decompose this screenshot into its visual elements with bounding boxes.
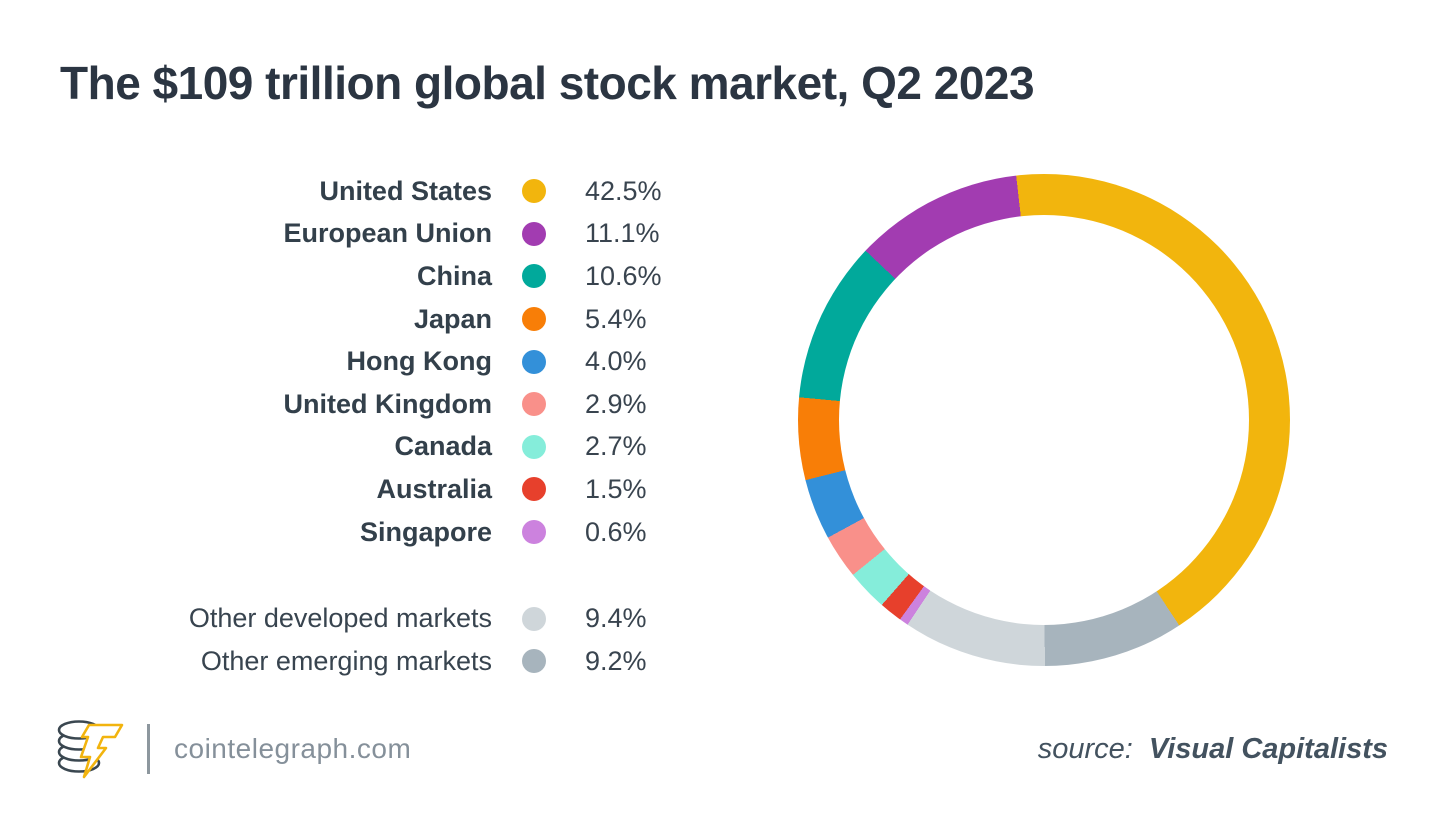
chart-legend: United States 42.5% European Union 11.1%… <box>60 170 700 683</box>
legend-row-european-union: European Union 11.1% <box>60 213 700 256</box>
donut-hole <box>839 215 1249 625</box>
source-attribution: source: Visual Capitalists <box>1038 733 1388 766</box>
legend-row-other-emerging-markets: Other emerging markets 9.2% <box>60 640 700 683</box>
legend-label: China <box>416 260 492 291</box>
legend-row-canada: Canada 2.7% <box>60 426 700 469</box>
legend-value: 2.7% <box>585 431 647 462</box>
legend-dot-icon <box>522 392 546 417</box>
legend-dot-icon <box>522 349 546 374</box>
legend-value: 0.6% <box>585 516 647 547</box>
legend-label: Singapore <box>359 516 492 547</box>
footer-divider <box>147 724 150 774</box>
legend-dot-icon <box>522 264 546 289</box>
brand-url: cointelegraph.com <box>174 733 412 764</box>
footer-brand: cointelegraph.com <box>55 716 411 782</box>
legend-label: Hong Kong <box>346 346 492 377</box>
legend-value: 1.5% <box>585 473 647 504</box>
legend-value: 9.2% <box>585 645 647 676</box>
legend-dot-icon <box>522 179 546 204</box>
legend-dot-icon <box>522 649 546 674</box>
legend-label: United States <box>319 175 492 206</box>
legend-dot-icon <box>522 221 546 246</box>
legend-dot-icon <box>522 606 546 631</box>
donut-chart <box>798 174 1290 666</box>
legend-value: 2.9% <box>585 388 647 419</box>
legend-dot-icon <box>522 520 546 545</box>
cointelegraph-logo-icon <box>57 720 124 779</box>
page-title: The $109 trillion global stock market, Q… <box>60 57 1035 109</box>
legend-row-japan: Japan 5.4% <box>60 298 700 341</box>
legend-value: 10.6% <box>585 260 662 291</box>
legend-row-singapore: Singapore 0.6% <box>60 511 700 554</box>
legend-dot-icon <box>522 307 546 332</box>
source-label: source: <box>1037 733 1133 765</box>
legend-label: Canada <box>394 431 492 462</box>
legend-row-united-kingdom: United Kingdom 2.9% <box>60 383 700 426</box>
legend-row-united-states: United States 42.5% <box>60 170 700 213</box>
legend-row-australia: Australia 1.5% <box>60 468 700 511</box>
legend-label: Japan <box>413 303 492 334</box>
legend-label: United Kingdom <box>283 388 492 419</box>
legend-label: European Union <box>283 218 493 249</box>
legend-value: 9.4% <box>585 603 647 634</box>
legend-dot-icon <box>522 434 546 459</box>
source-name: Visual Capitalists <box>1148 733 1388 765</box>
legend-row-china: China 10.6% <box>60 255 700 298</box>
legend-dot-icon <box>522 477 546 502</box>
legend-value: 4.0% <box>585 346 647 377</box>
legend-value: 42.5% <box>585 175 662 206</box>
legend-row-hong-kong: Hong Kong 4.0% <box>60 340 700 383</box>
legend-value: 5.4% <box>585 303 647 334</box>
legend-row-other-developed-markets: Other developed markets 9.4% <box>60 597 700 640</box>
legend-label: Other developed markets <box>188 603 492 634</box>
legend-label: Australia <box>376 473 492 504</box>
legend-value: 11.1% <box>585 218 660 249</box>
legend-label: Other emerging markets <box>200 645 492 676</box>
lightning-bolt-icon <box>79 723 124 779</box>
